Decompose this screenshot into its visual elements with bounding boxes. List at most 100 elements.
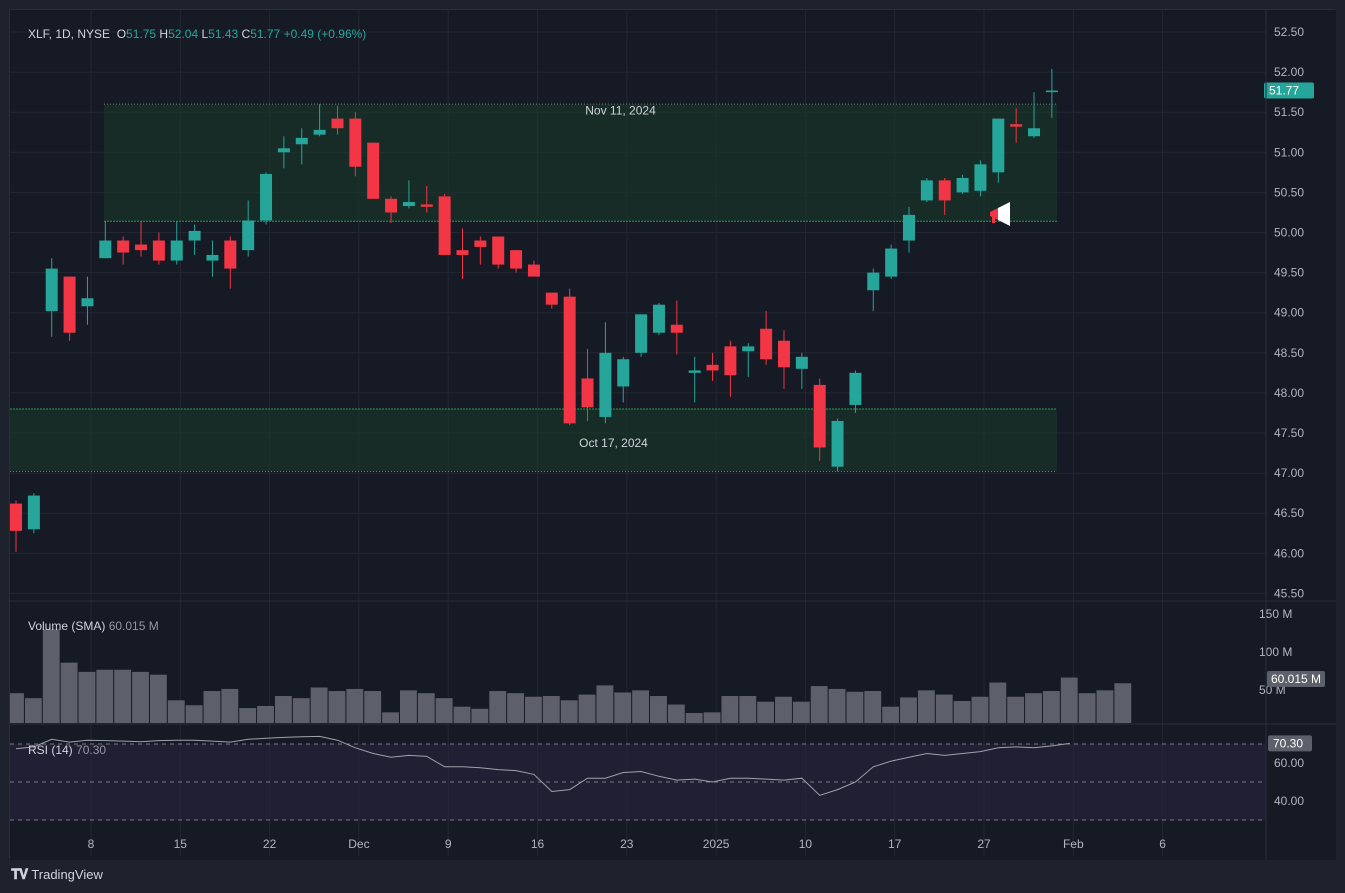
price-tick-label: 48.00 <box>1274 386 1304 400</box>
candle-body <box>277 148 290 153</box>
candle-body <box>81 298 94 307</box>
volume-bar <box>364 691 382 723</box>
volume-bar <box>453 706 471 723</box>
volume-bar <box>882 706 900 723</box>
volume-bar <box>417 693 435 723</box>
volume-tick-label: 150 M <box>1259 607 1292 621</box>
candle-body <box>27 495 40 530</box>
volume-last-label: 60.015 M <box>1271 672 1321 686</box>
rsi-last-label: 70.30 <box>1273 736 1303 750</box>
volume-bar <box>185 705 203 723</box>
volume-value: 60.015 M <box>108 619 159 633</box>
candle-body <box>867 272 880 291</box>
candle-body <box>1010 124 1023 127</box>
footer-brand[interactable]: 𝐓𝐕 TradingView <box>11 866 103 883</box>
volume-bar <box>792 701 810 723</box>
time-tick-label: 10 <box>799 837 813 851</box>
volume-bar <box>310 687 328 723</box>
volume-bar <box>614 692 632 723</box>
volume-bar <box>596 685 614 723</box>
volume-bar <box>221 688 239 723</box>
price-tick-label: 46.00 <box>1274 546 1304 560</box>
candle-body <box>992 118 1005 173</box>
volume-bar <box>667 704 685 723</box>
price-tick-label: 47.00 <box>1274 466 1304 480</box>
volume-bar <box>257 705 274 723</box>
candle-body <box>974 164 987 191</box>
candle-body <box>706 364 719 371</box>
volume-bar <box>632 690 650 723</box>
candle-body <box>206 254 219 261</box>
close-key: C <box>241 27 251 41</box>
time-tick-label: 9 <box>445 837 452 851</box>
volume-legend[interactable]: Volume (SMA) 60.015 M <box>28 619 159 633</box>
candle-body <box>63 276 76 333</box>
candle-body <box>260 173 273 221</box>
volume-tick-label: 100 M <box>1259 645 1292 659</box>
volume-bar <box>114 669 132 723</box>
chart-frame: 52.50 52.00 51.50 51.00 50.50 50.00 49.50 49.00… <box>9 9 1336 860</box>
volume-bar <box>917 690 935 723</box>
price-tick-label: 49.50 <box>1274 266 1304 280</box>
volume-bar <box>60 662 78 723</box>
time-tick-label: 23 <box>620 837 634 851</box>
candle-body <box>688 370 701 373</box>
candle-body <box>456 250 469 255</box>
candle-body <box>885 248 898 277</box>
candle-body <box>474 240 487 247</box>
candle-body <box>438 196 451 255</box>
candle-body <box>795 356 808 369</box>
volume-bar <box>42 629 60 723</box>
candle-body <box>920 180 933 201</box>
volume-bar <box>471 708 489 723</box>
volume-bar <box>685 713 703 723</box>
price-tick-label: 47.50 <box>1274 426 1304 440</box>
candle-body <box>777 340 790 368</box>
price-tick-label: 51.00 <box>1274 145 1304 159</box>
candle-body <box>135 244 148 251</box>
candle-body <box>813 384 826 448</box>
candle-body <box>152 240 165 261</box>
symbol-legend: XLF, 1D, NYSE O51.75 H52.04 L51.43 C51.7… <box>28 27 366 41</box>
low-key: L <box>201 27 209 41</box>
candle-body <box>545 292 558 305</box>
candle-body <box>367 142 380 199</box>
time-tick-label: 6 <box>1159 837 1166 851</box>
candle-body <box>45 268 58 312</box>
volume-bar <box>828 688 846 723</box>
candle-body <box>170 240 183 261</box>
volume-bar <box>739 696 757 723</box>
candle-body <box>402 202 415 207</box>
candle-body <box>349 118 362 167</box>
ticker-label[interactable]: XLF, 1D, NYSE <box>28 27 111 41</box>
volume-bar <box>935 694 953 723</box>
time-tick-label: 2025 <box>703 837 730 851</box>
price-tick-label: 52.00 <box>1274 65 1304 79</box>
zone-label: Oct 17, 2024 <box>579 436 648 450</box>
time-tick-label: 22 <box>263 837 277 851</box>
volume-bar <box>953 700 971 723</box>
volume-bar <box>1114 683 1132 723</box>
volume-bar <box>650 696 667 723</box>
candle-body <box>724 346 737 376</box>
candle-body <box>492 236 505 265</box>
high-key: H <box>159 27 169 41</box>
chart-svg[interactable]: 52.50 52.00 51.50 51.00 50.50 50.00 49.50 49.00… <box>10 10 1336 860</box>
last-price-tag <box>1264 82 1314 99</box>
candle-body <box>956 177 969 193</box>
megaphone-icon <box>990 202 1010 226</box>
price-tick-label: 49.00 <box>1274 306 1304 320</box>
volume-bar <box>489 691 507 723</box>
volume-bar <box>24 698 42 723</box>
candle-body <box>599 352 612 417</box>
candle-body <box>742 346 755 352</box>
time-tick-label: 8 <box>88 837 95 851</box>
volume-bar <box>78 671 96 723</box>
volume-bar <box>900 697 917 723</box>
volume-bar <box>846 691 864 723</box>
volume-bar <box>203 691 221 723</box>
rsi-legend[interactable]: RSI (14) 70.30 <box>28 743 106 757</box>
volume-last-tag <box>1267 671 1325 687</box>
candle-body <box>117 240 130 253</box>
time-tick-label: Dec <box>348 837 369 851</box>
